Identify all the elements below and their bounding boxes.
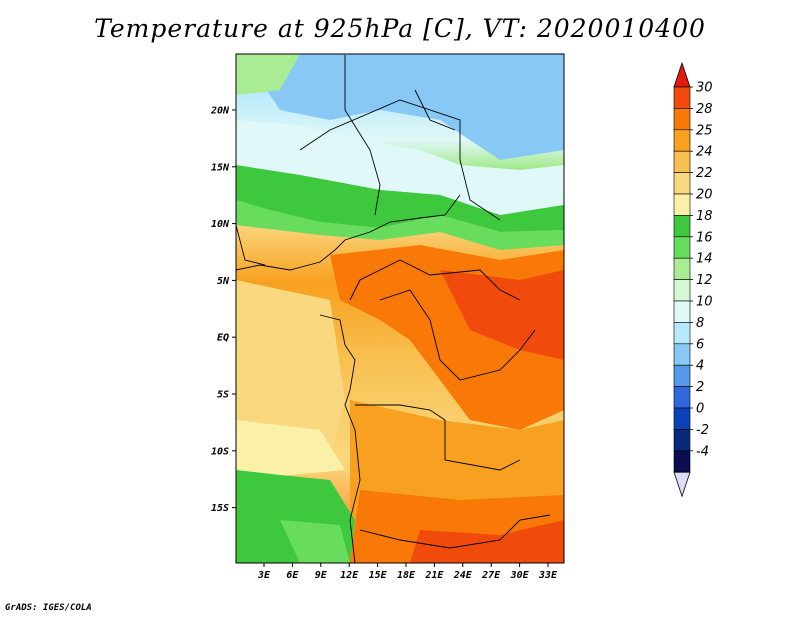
colorbar-label: 10 [696,295,713,310]
map-title: Temperature at 925hPa [C], VT: 202001040… [94,14,706,43]
lon-label: 15E [369,570,388,581]
colorbar-label: 24 [696,145,713,160]
colorbar-label: 8 [696,316,704,331]
colorbar-label: 22 [696,166,713,181]
lat-label: 15S [211,503,229,514]
colorbar-label: -2 [696,423,709,438]
colorbar-label: 2 [696,380,704,395]
lon-label: 3E [257,570,271,581]
country-borders [236,55,551,563]
colorbar-swatch [673,386,691,409]
colorbar-swatch [673,150,691,173]
colorbar-swatch [673,429,691,452]
colorbar-label: 0 [696,402,704,417]
lat-label: 10S [211,446,229,457]
colorbar-label: 30 [696,81,713,96]
colorbar-upper-tip [673,61,691,88]
colorbar-swatch [673,343,691,366]
colorbar-label: 12 [696,273,713,288]
lon-label: 33E [538,570,558,581]
colorbar-label: 18 [696,209,713,224]
lon-label: 24E [453,570,473,581]
colorbar-swatch [673,450,691,473]
longitude-axis: 3E 6E 9E 12E 15E 18E 21E 24E 27E 30E 33E [257,563,558,581]
lon-label: 27E [481,570,501,581]
colorbar-swatch [673,108,691,131]
colorbar-label: 14 [696,252,713,267]
lon-label: 9E [315,570,328,581]
colorbar-swatch [673,129,691,152]
temperature-field [236,54,564,563]
lat-label: 5S [217,390,229,401]
colorbar-swatch [673,364,691,387]
lon-label: 12E [340,570,359,581]
lon-label: 21E [424,570,444,581]
lat-label: 10N [211,219,230,230]
latitude-axis: 20N 15N 10N 5N EQ 5S 10S 15S [210,106,236,514]
grads-credit: GrADS: IGES/COLA [5,603,92,613]
colorbar-label: 25 [696,123,713,138]
lat-label: 20N [210,106,230,117]
colorbar-label: 16 [696,230,713,245]
lon-label: 6E [286,570,299,581]
colorbar-label: 4 [696,359,704,374]
colorbar-swatch [673,236,691,259]
colorbar-swatch [673,279,691,302]
colorbar-swatch [673,193,691,216]
colorbar-swatch [673,257,691,280]
colorbar-swatch [673,322,691,345]
colorbar-swatch [673,172,691,195]
colorbar-swatch [673,86,691,109]
colorbar-label: 28 [696,102,713,117]
colorbar-label: 6 [696,337,704,352]
colorbar-swatch [673,300,691,323]
colorbar-label: 20 [696,188,713,203]
lon-label: 30E [510,570,530,581]
colorbar-swatch [673,407,691,430]
colorbar-label: -4 [696,444,709,459]
lon-label: 18E [397,570,416,581]
lat-label: EQ [217,333,229,344]
colorbar-swatch [673,215,691,238]
lat-label: 15N [211,162,230,173]
colorbar-lower-tip [673,471,691,498]
lat-label: 5N [217,276,230,287]
map-frame [235,53,565,564]
